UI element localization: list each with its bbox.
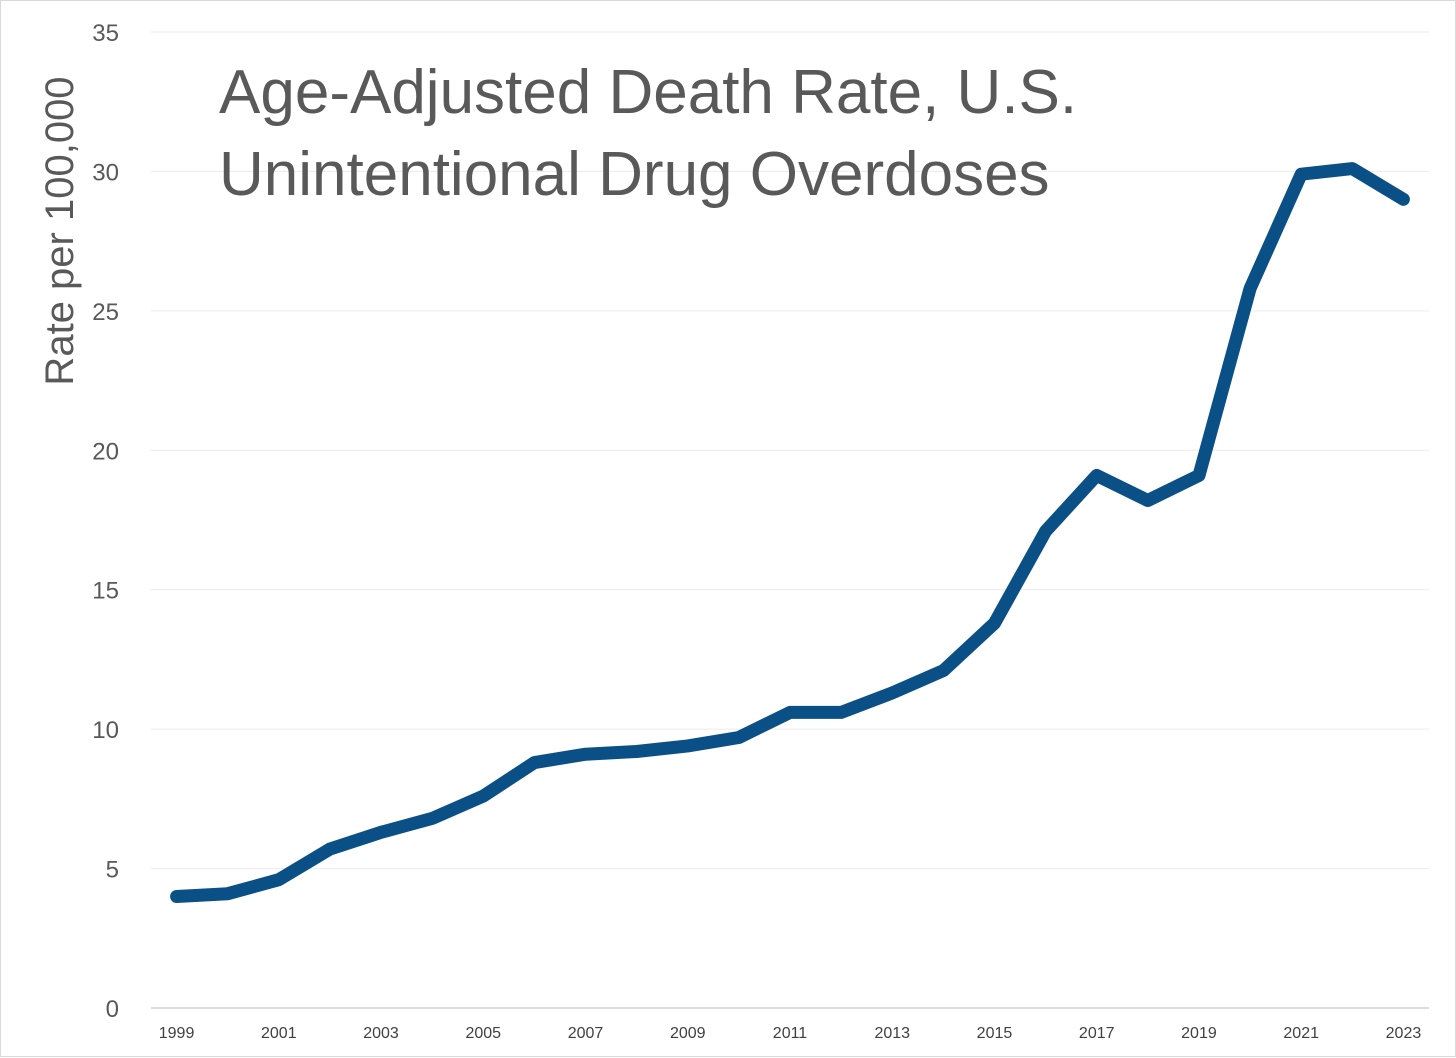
y-tick-label: 25 bbox=[92, 299, 119, 326]
x-tick-label: 2007 bbox=[568, 1025, 604, 1042]
x-tick-label: 2011 bbox=[773, 1025, 808, 1042]
y-axis-label: Rate per 100,000 bbox=[38, 76, 82, 385]
y-tick-label: 0 bbox=[106, 996, 119, 1023]
x-tick-label: 1999 bbox=[159, 1025, 195, 1042]
x-tick-label: 2009 bbox=[670, 1025, 706, 1042]
y-tick-label: 15 bbox=[92, 578, 119, 605]
x-tick-label: 2001 bbox=[261, 1025, 297, 1042]
x-tick-label: 2017 bbox=[1079, 1025, 1115, 1042]
x-tick-label: 2023 bbox=[1386, 1025, 1422, 1042]
x-axis-ticks: 1999 2001 2003 2005 2007 2009 2011 2013 2015 2017… bbox=[159, 1025, 1422, 1042]
y-tick-label: 10 bbox=[92, 717, 119, 744]
y-tick-label: 35 bbox=[92, 20, 119, 47]
x-tick-label: 2015 bbox=[977, 1025, 1013, 1042]
series-line bbox=[170, 162, 1410, 903]
x-tick-label: 2019 bbox=[1181, 1025, 1217, 1042]
y-axis-ticks: 0 5 10 15 20 25 30 35 bbox=[92, 20, 119, 1023]
x-tick-label: 2021 bbox=[1283, 1025, 1319, 1042]
y-tick-label: 5 bbox=[106, 857, 119, 884]
y-tick-label: 20 bbox=[92, 438, 119, 465]
series-layer bbox=[170, 162, 1410, 903]
x-tick-label: 2003 bbox=[363, 1025, 399, 1042]
chart-title-line-2: Unintentional Drug Overdoses bbox=[219, 140, 1050, 209]
gridlines bbox=[151, 31, 1429, 1009]
y-tick-label: 30 bbox=[92, 159, 119, 186]
x-tick-label: 2013 bbox=[874, 1025, 910, 1042]
chart-title-line-1: Age-Adjusted Death Rate, U.S. bbox=[219, 58, 1077, 127]
x-tick-label: 2005 bbox=[465, 1025, 501, 1042]
